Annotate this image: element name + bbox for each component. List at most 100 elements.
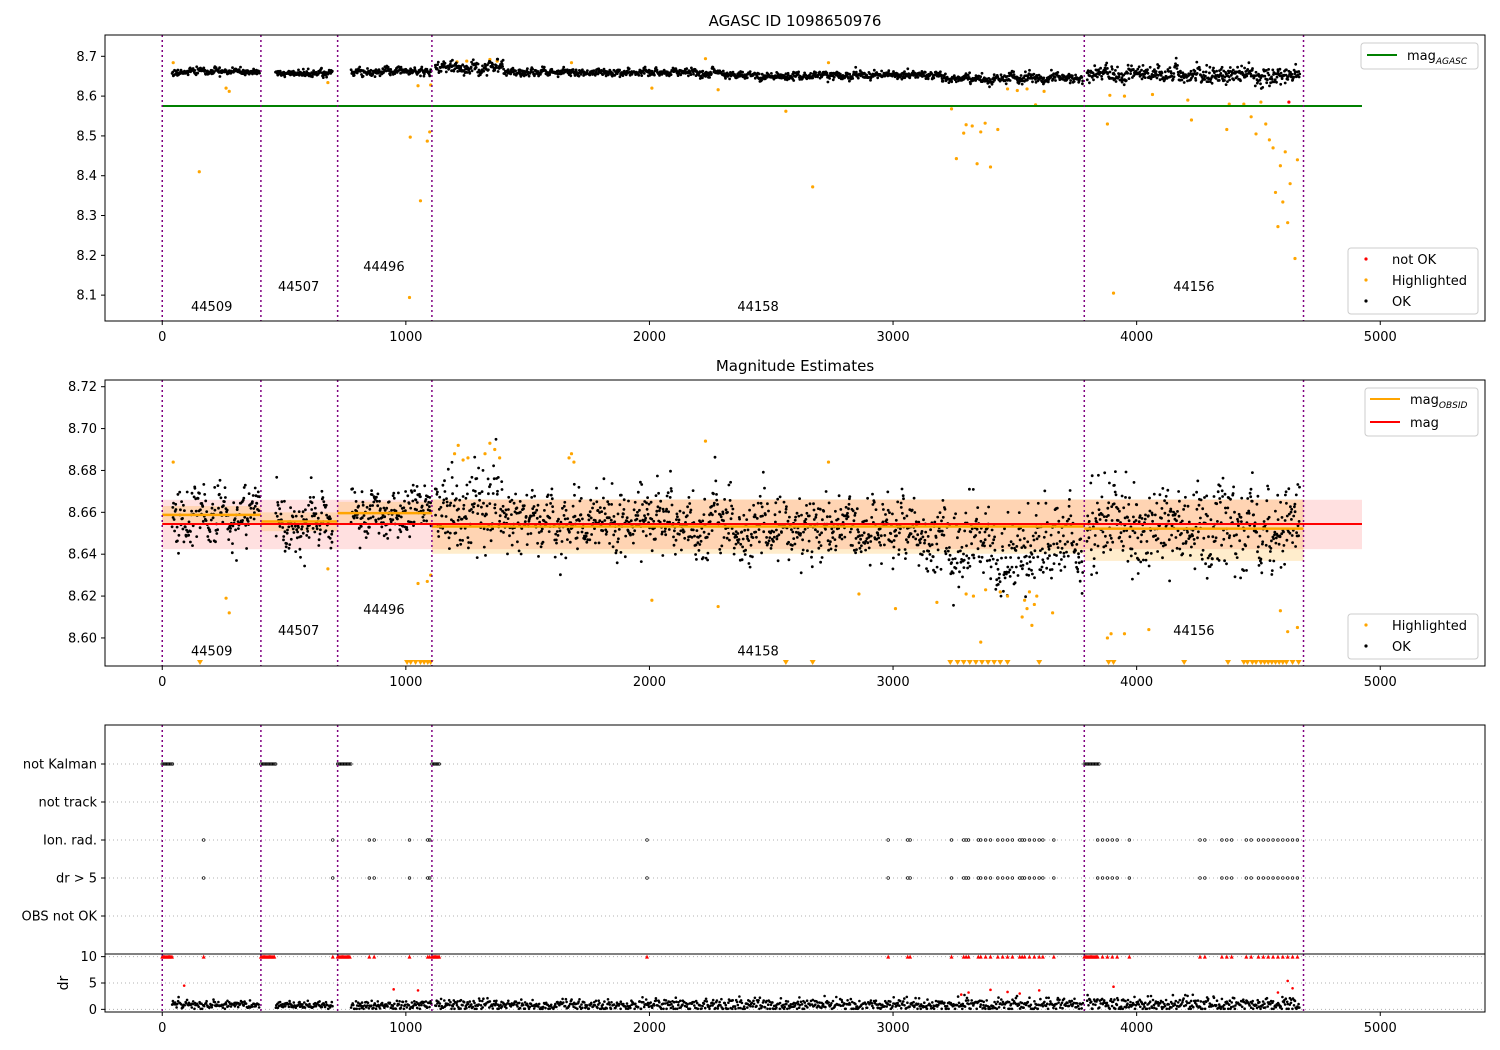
ok-point [1041, 558, 1045, 562]
ok-point [1203, 496, 1206, 499]
ok-point [1290, 534, 1294, 537]
ok-point [321, 496, 325, 499]
ok-point [1095, 571, 1099, 575]
ok-point [666, 70, 669, 74]
ok-point [171, 999, 175, 1003]
ok-point [1111, 540, 1115, 544]
highlighted-clipped-marker [1244, 660, 1251, 665]
ok-point [856, 76, 860, 80]
ok-point [1051, 77, 1055, 81]
ok-point [366, 67, 369, 70]
flag-point [437, 762, 441, 766]
ok-point [1174, 536, 1178, 539]
ok-point [303, 564, 306, 568]
ok-point [1292, 75, 1296, 79]
ok-point [723, 498, 726, 501]
ok-point [1161, 556, 1164, 560]
ok-point [1220, 543, 1223, 547]
highlighted-point [466, 456, 470, 460]
ok-point [1001, 549, 1005, 552]
highlighted-clipped-marker [809, 660, 816, 665]
ok-point [1060, 558, 1063, 561]
ok-point [499, 507, 503, 511]
ok-point [1145, 540, 1149, 543]
ok-point [1024, 595, 1027, 599]
ok-point [183, 509, 186, 512]
ok-point [474, 66, 478, 69]
highlighted-point [483, 452, 487, 456]
ok-point [613, 529, 617, 533]
ok-point [454, 497, 458, 500]
ok-point [814, 513, 818, 517]
flag-point [1115, 838, 1119, 842]
highlighted-point [425, 579, 429, 584]
ok-point [548, 516, 552, 520]
ok-point [598, 511, 601, 514]
ok-point [988, 558, 992, 562]
ok-point [1249, 495, 1253, 499]
ok-point [913, 511, 917, 514]
ok-point [1172, 72, 1176, 75]
ok-point [1257, 564, 1261, 567]
ok-point [1034, 80, 1038, 84]
highlighted-point [1035, 594, 1039, 598]
ok-point [210, 506, 214, 510]
ok-point [1156, 537, 1160, 540]
ok-point [1289, 70, 1292, 74]
ok-point [233, 1005, 237, 1008]
ok-point [1086, 514, 1090, 518]
ok-point [575, 536, 579, 540]
flag-point [1295, 838, 1300, 842]
ok-point [1153, 68, 1156, 71]
ok-point [888, 511, 891, 514]
ok-point [758, 540, 761, 544]
ok-point [494, 437, 498, 441]
ok-point [1196, 479, 1200, 483]
ok-point [611, 545, 615, 549]
ok-point [443, 479, 446, 483]
ok-point [894, 528, 898, 532]
ok-point [1093, 534, 1097, 537]
ok-point [526, 532, 530, 536]
ok-point [894, 518, 898, 522]
ok-point [999, 73, 1003, 77]
ok-point [748, 70, 752, 73]
ok-point [1033, 549, 1037, 553]
ok-point [987, 534, 991, 537]
ok-point [862, 531, 866, 535]
ok-point [1149, 552, 1153, 555]
ok-point [1190, 76, 1193, 80]
ok-point [376, 504, 380, 508]
flag-point [273, 762, 278, 766]
ok-point [795, 511, 799, 515]
ok-point [801, 548, 805, 552]
ok-point [1169, 507, 1173, 511]
ok-point [1266, 484, 1269, 488]
ok-point [1032, 72, 1036, 76]
ok-point [1186, 79, 1189, 83]
ok-point [179, 1003, 183, 1006]
ok-point [519, 510, 522, 514]
flag-point [983, 838, 988, 842]
ok-point [686, 505, 689, 509]
ok-point [968, 487, 971, 491]
ok-point [629, 533, 632, 537]
highlighted-point [465, 59, 469, 63]
ok-point [1020, 546, 1024, 549]
ok-point [1170, 533, 1173, 537]
ok-point [967, 76, 971, 79]
ok-point [1052, 562, 1056, 565]
ok-point [1197, 65, 1201, 69]
highlighted-point [1273, 190, 1278, 195]
ok-point [217, 1000, 220, 1004]
ok-point [540, 527, 544, 531]
ok-point [1046, 557, 1050, 560]
ok-point [1021, 529, 1025, 532]
highlighted-point [461, 458, 465, 462]
flag-point [428, 876, 432, 880]
ok-point [1072, 540, 1075, 544]
ok-point [235, 506, 239, 509]
ok-point [280, 500, 284, 504]
ok-point [1245, 569, 1248, 572]
ok-point [1229, 497, 1232, 501]
